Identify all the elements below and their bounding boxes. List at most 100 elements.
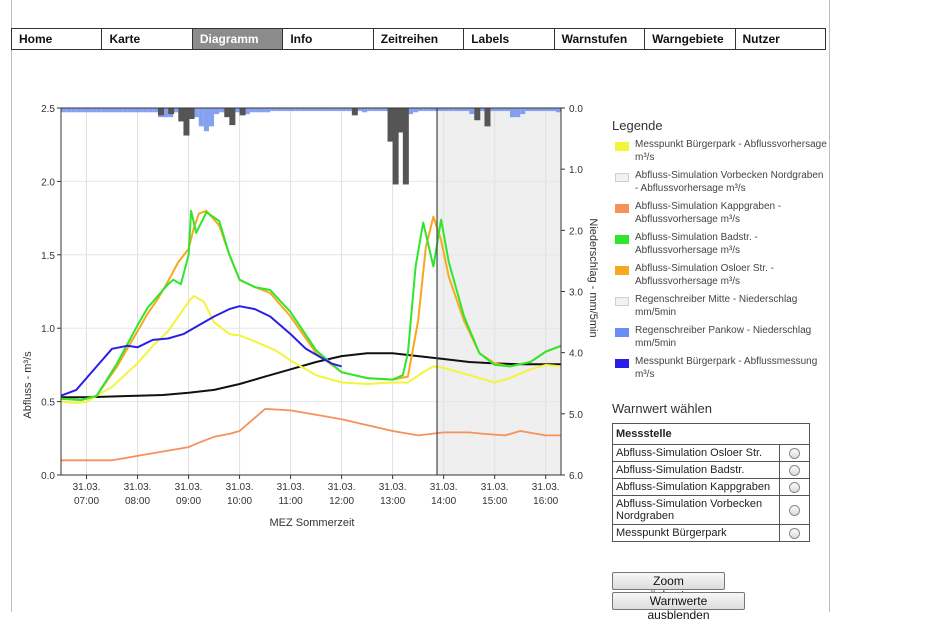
tab-warnstufen[interactable]: Warnstufen (555, 29, 646, 49)
zoom-reset-button[interactable]: Zoom zurücksetzen (612, 572, 725, 602)
legend-item[interactable]: Abfluss-Simulation Kappgraben - Abflussv… (612, 200, 827, 231)
legend-item[interactable]: Messpunkt Bürgerpark - Abflussmessung m³… (612, 355, 827, 386)
legend-item-label: Regenschreiber Mitte - Niederschlag mm/5… (635, 294, 798, 318)
x-tick-label-date: 31.03. (532, 482, 560, 493)
y-right-tick-label: 4.0 (569, 349, 583, 360)
x-tick-label-date: 31.03. (481, 482, 509, 493)
rain-bar-pankow (214, 108, 220, 115)
x-tick-label-date: 31.03. (430, 482, 458, 493)
rain-bar-pankow (117, 108, 123, 113)
warn-table-header: Messstelle (612, 423, 810, 445)
y-right-tick-label: 3.0 (569, 288, 583, 299)
rain-bar-pankow (311, 108, 317, 112)
tab-karte[interactable]: Karte (102, 29, 193, 49)
warn-radio-kappgraben[interactable] (789, 481, 800, 493)
hydrograph-chart[interactable]: 0.0 0.5 1.0 1.5 2.0 2.5 0.0 1.0 2.0 3.0 4.0 5.0 6.0 3… (0, 95, 610, 540)
rain-bar-pankow (443, 108, 449, 112)
y-right-tick-label: 0.0 (569, 104, 583, 115)
rain-bar-mitte (402, 108, 409, 185)
rain-bar-pankow (147, 108, 153, 113)
y-axis-left-title: Abfluss - m³/s (22, 351, 34, 419)
tab-info[interactable]: Info (283, 29, 374, 49)
tab-labels[interactable]: Labels (464, 29, 555, 49)
rain-bar-pankow (280, 108, 286, 112)
y-left-tick-label: 0.5 (41, 398, 55, 409)
warn-radio-buergerpark[interactable] (789, 527, 800, 539)
legend-item[interactable]: Abfluss-Simulation Vorbecken Nordgraben … (612, 169, 827, 200)
rain-bar-pankow (61, 108, 67, 113)
rain-bar-pankow (346, 108, 352, 112)
x-tick-label-date: 31.03. (226, 482, 254, 493)
rain-bar-pankow (433, 108, 439, 112)
rain-bar-pankow (234, 108, 240, 113)
y-left-tick-label: 1.5 (41, 251, 55, 262)
rain-bar-pankow (372, 108, 378, 112)
rain-bar-pankow (101, 108, 107, 113)
legend-item[interactable]: Abfluss-Simulation Osloer Str. - Abfluss… (612, 262, 827, 293)
rain-bar-pankow (453, 108, 459, 112)
legend-item[interactable]: Abfluss-Simulation Badstr. - Abflussvorh… (612, 231, 827, 262)
rain-bar-pankow (356, 108, 363, 112)
rain-bar-mitte (168, 108, 175, 115)
rain-bar-pankow (203, 108, 209, 132)
page-frame-right (829, 0, 830, 612)
rain-bar-pankow (331, 108, 337, 112)
rain-bar-pankow (81, 108, 87, 113)
legend-swatch-icon (615, 359, 629, 368)
rain-bar-pankow (219, 108, 225, 113)
tab-zeitreihen[interactable]: Zeitreihen (374, 29, 465, 49)
warn-radio-nordgraben[interactable] (789, 504, 800, 516)
y-left-tick-label: 2.0 (41, 177, 55, 188)
series-line-nordgraben (61, 352, 561, 399)
tab-home[interactable]: Home (12, 29, 103, 49)
rain-bar-pankow (142, 108, 148, 113)
rain-bar-mitte (474, 108, 481, 121)
rain-bar-pankow (545, 108, 551, 112)
rain-bar-mitte (397, 108, 404, 133)
rain-bar-pankow (321, 108, 327, 112)
rain-bar-pankow (377, 108, 383, 112)
y-left-tick-label: 1.0 (41, 324, 55, 335)
hide-warn-values-button[interactable]: Warnwerte ausblenden (612, 592, 745, 622)
rain-bar-pankow (275, 108, 281, 112)
x-tick-label-date: 31.03. (73, 482, 101, 493)
legend-swatch-icon (615, 297, 629, 306)
y-right-tick-label: 5.0 (569, 410, 583, 421)
legend-item[interactable]: Regenschreiber Pankow - Niederschlag mm/… (612, 324, 827, 355)
rain-bar-pankow (336, 108, 342, 112)
rain-bar-mitte (351, 108, 358, 116)
y-right-tick-label: 2.0 (569, 226, 583, 237)
legend-swatch-icon (615, 235, 629, 244)
forecast-shade (437, 108, 561, 475)
x-tick-label-date: 31.03. (328, 482, 356, 493)
legend-item-label: Abfluss-Simulation Kappgraben - Abflussv… (635, 201, 782, 225)
tab-diagramm[interactable]: Diagramm (192, 29, 284, 49)
rain-bar-pankow (76, 108, 82, 113)
rain-bar-pankow (438, 108, 444, 112)
rain-bar-mitte (157, 108, 164, 116)
legend-item[interactable]: Regenschreiber Mitte - Niederschlag mm/5… (612, 293, 827, 324)
x-tick-label-time: 10:00 (227, 496, 252, 507)
x-tick-label-date: 31.03. (379, 482, 407, 493)
rain-bar-pankow (504, 108, 510, 112)
warn-row-label: Abfluss-Simulation Osloer Str. (612, 444, 780, 462)
tab-warngebiete[interactable]: Warngebiete (645, 29, 736, 49)
legend: Messpunkt Bürgerpark - Abflussvorhersage… (612, 138, 827, 386)
legend-item[interactable]: Messpunkt Bürgerpark - Abflussvorhersage… (612, 138, 827, 169)
rain-bar-mitte (484, 108, 491, 127)
rain-bar-pankow (448, 108, 454, 112)
tab-nutzer[interactable]: Nutzer (742, 32, 780, 46)
rain-bar-pankow (489, 108, 495, 112)
x-tick-label-time: 15:00 (482, 496, 507, 507)
table-row: Abfluss-Simulation Osloer Str. (612, 444, 810, 462)
x-tick-label-time: 11:00 (278, 496, 303, 507)
x-tick-label-time: 07:00 (74, 496, 99, 507)
warn-radio-badstr[interactable] (789, 464, 800, 476)
rain-bar-pankow (494, 108, 500, 112)
rain-bar-pankow (285, 108, 291, 112)
warn-radio-osloer[interactable] (789, 447, 800, 459)
y-right-tick-label: 1.0 (569, 165, 583, 176)
legend-swatch-icon (615, 142, 629, 151)
rain-bar-pankow (418, 108, 424, 112)
rain-bar-pankow (413, 108, 419, 113)
